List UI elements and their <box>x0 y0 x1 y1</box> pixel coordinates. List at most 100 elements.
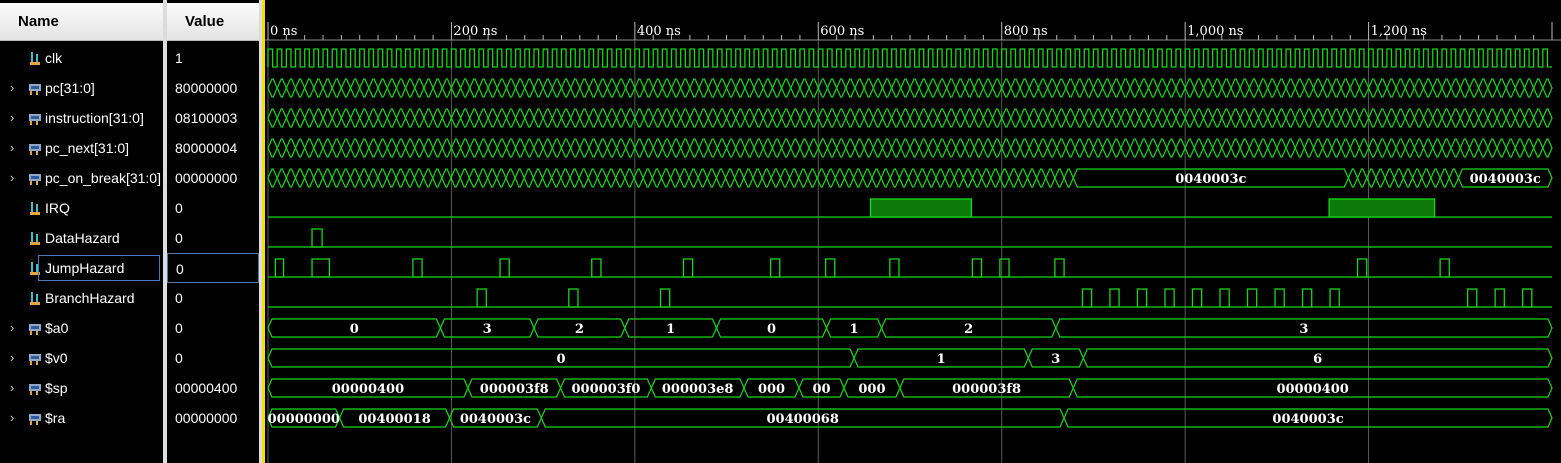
bus-segment <box>936 138 948 158</box>
bus-segment <box>395 108 407 128</box>
bus-segment <box>1393 168 1405 188</box>
wave-jumphazard[interactable] <box>268 258 1552 278</box>
signal-value-clk[interactable]: 1 <box>175 50 183 66</box>
bus-segment <box>1120 138 1131 158</box>
bit-signal-icon <box>28 193 42 223</box>
bus-segment <box>725 78 737 98</box>
bus-segment <box>1312 138 1324 158</box>
bus-segment <box>1432 108 1443 128</box>
bus-segment <box>1448 168 1460 188</box>
pulse <box>1329 288 1340 308</box>
bus-segment <box>854 78 865 98</box>
time-cursor[interactable] <box>262 0 265 463</box>
signal-row-pc-next[interactable]: › pc_next[31:0] <box>0 133 163 163</box>
signal-row-ra[interactable]: › $ra <box>0 403 163 433</box>
chevron-right-icon[interactable]: › <box>10 410 15 425</box>
bus-segment <box>706 168 718 188</box>
bus-segment <box>652 78 664 98</box>
signal-row-clk[interactable]: clk <box>0 43 163 73</box>
wave-pc-next[interactable] <box>267 138 1553 158</box>
signal-row-v0[interactable]: › $v0 <box>0 343 163 373</box>
bus-segment <box>753 108 764 128</box>
signal-value-jumphazard[interactable]: 0 <box>167 253 259 283</box>
bus-segment <box>955 138 966 158</box>
chevron-right-icon[interactable]: › <box>10 320 15 335</box>
chevron-right-icon[interactable]: › <box>10 380 15 395</box>
wave-datahazard[interactable] <box>268 228 1552 248</box>
signal-row-datahazard[interactable]: DataHazard <box>0 223 163 253</box>
chevron-right-icon[interactable]: › <box>10 350 15 365</box>
signal-row-branchhazard[interactable]: BranchHazard <box>0 283 163 313</box>
wave-clk[interactable] <box>267 48 1552 68</box>
bus-segment <box>689 138 700 158</box>
pulse <box>1191 288 1203 308</box>
bus-segment <box>798 168 809 188</box>
signal-row-instruction[interactable]: › instruction[31:0] <box>0 103 163 133</box>
signal-row-pc[interactable]: › pc[31:0] <box>0 73 163 103</box>
bus-segment <box>1019 78 1030 98</box>
signal-value-branchhazard[interactable]: 0 <box>175 290 183 306</box>
bus-value-label: 2 <box>575 322 584 337</box>
signal-value-ra[interactable]: 00000000 <box>175 410 238 426</box>
signal-row-pc-on-break[interactable]: › pc_on_break[31:0] <box>0 163 163 193</box>
name-column-header[interactable]: Name <box>0 3 163 41</box>
signal-value-datahazard[interactable]: 0 <box>175 230 183 246</box>
bus-segment <box>898 168 910 188</box>
chevron-right-icon[interactable]: › <box>10 80 15 95</box>
bus-segment <box>1175 78 1186 98</box>
bus-segment <box>1322 108 1333 128</box>
signal-value-pc-next[interactable]: 80000004 <box>175 140 238 156</box>
bus-segment <box>1496 78 1507 98</box>
bus-signal-icon <box>28 103 42 133</box>
wave-sp[interactable]: 00000400 000003f8 000003f0 000003e8 000 00 000… <box>267 378 1553 398</box>
signal-value-a0[interactable]: 0 <box>175 320 183 336</box>
wave-pc[interactable] <box>267 78 1553 98</box>
bus-segment <box>634 138 645 158</box>
value-wave-splitter[interactable] <box>259 0 262 463</box>
signal-value-sp[interactable]: 00000400 <box>175 380 238 396</box>
bus-segment <box>625 78 636 98</box>
wave-branchhazard[interactable] <box>268 288 1552 308</box>
signal-value-irq[interactable]: 0 <box>175 200 183 216</box>
signal-row-irq[interactable]: IRQ <box>0 193 163 223</box>
bus-segment <box>725 108 737 128</box>
bus-segment <box>276 138 287 158</box>
bus-segment <box>753 138 764 158</box>
signal-value-pc-on-break[interactable]: 00000000 <box>175 170 238 186</box>
bus-segment <box>551 138 563 158</box>
chevron-right-icon[interactable]: › <box>10 140 15 155</box>
bus-segment <box>1340 108 1351 128</box>
bus-segment <box>1358 108 1370 128</box>
signal-value-v0[interactable]: 0 <box>175 350 183 366</box>
bus-segment <box>551 108 563 128</box>
bus-segment <box>1221 138 1232 158</box>
signal-value-instruction[interactable]: 08100003 <box>175 110 238 126</box>
bus-segment <box>386 138 398 158</box>
bus-segment <box>541 168 553 188</box>
bus-signal-icon <box>28 73 42 103</box>
wave-instruction[interactable] <box>267 108 1553 128</box>
chevron-right-icon[interactable]: › <box>10 110 15 125</box>
chevron-right-icon[interactable]: › <box>10 170 15 185</box>
wave-a0[interactable]: 0 3 2 1 0 1 2 3 <box>267 318 1553 338</box>
time-tick-label: 200 ns <box>453 24 497 39</box>
pulse <box>1466 288 1478 308</box>
bus-segment <box>1285 78 1296 98</box>
bus-value-label: 000003f8 <box>480 382 549 397</box>
value-column-header[interactable]: Value <box>167 3 259 41</box>
signal-row-a0[interactable]: › $a0 <box>0 313 163 343</box>
wave-v0[interactable]: 0 1 3 6 <box>267 348 1553 368</box>
bus-segment <box>524 108 535 128</box>
bus-segment <box>560 108 572 128</box>
bus-segment <box>1312 78 1324 98</box>
waveform-canvas[interactable]: 0 ns 200 ns 400 ns 600 ns 800 ns 1,000 ns 1,20… <box>262 0 1561 463</box>
wave-pc-on-break[interactable]: 0040003c 0040003c <box>267 168 1553 188</box>
signal-value-pc[interactable]: 80000000 <box>175 80 238 96</box>
signal-row-sp[interactable]: › $sp <box>0 373 163 403</box>
bus-segment <box>432 168 443 188</box>
wave-irq[interactable] <box>268 198 1552 218</box>
signal-row-jumphazard[interactable]: JumpHazard <box>0 253 163 283</box>
wave-ra[interactable]: 00000000 00400018 0040003c 00400068 0040003c <box>267 408 1553 428</box>
bus-signal-icon <box>28 163 42 193</box>
name-value-splitter[interactable] <box>163 0 167 463</box>
